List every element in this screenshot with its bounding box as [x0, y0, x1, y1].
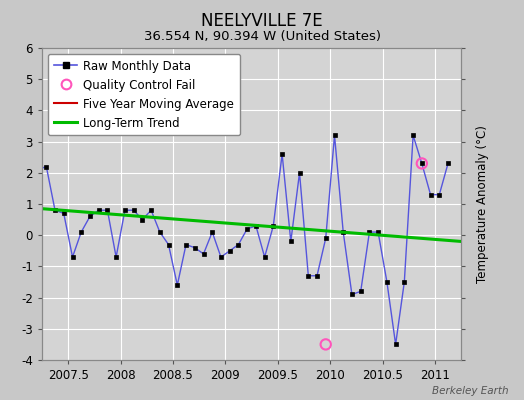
Text: Berkeley Earth: Berkeley Earth: [432, 386, 508, 396]
Legend: Raw Monthly Data, Quality Control Fail, Five Year Moving Average, Long-Term Tren: Raw Monthly Data, Quality Control Fail, …: [48, 54, 240, 136]
Point: [322, 341, 330, 348]
Text: 36.554 N, 90.394 W (United States): 36.554 N, 90.394 W (United States): [144, 30, 380, 43]
Text: NEELYVILLE 7E: NEELYVILLE 7E: [201, 12, 323, 30]
Y-axis label: Temperature Anomaly (°C): Temperature Anomaly (°C): [476, 125, 489, 283]
Point: [418, 160, 426, 167]
